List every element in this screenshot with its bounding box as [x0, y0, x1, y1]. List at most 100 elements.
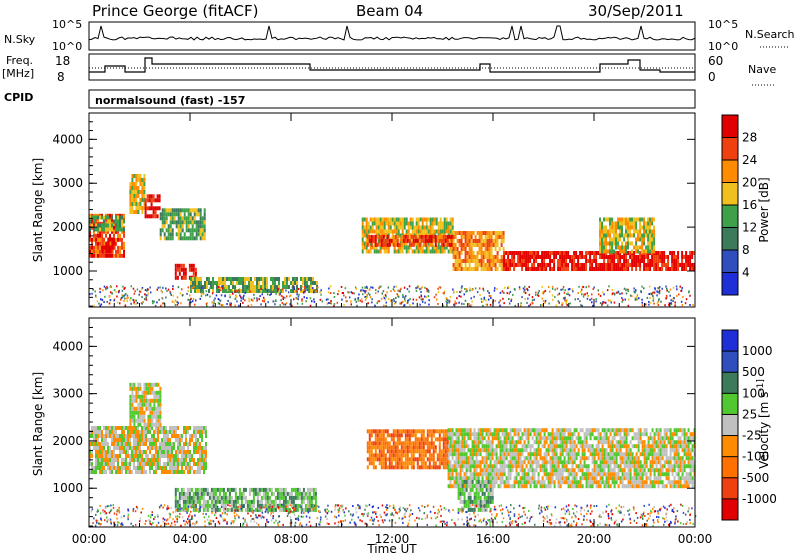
nsearch-lo-label: 10^0 [708, 40, 738, 53]
cpid-frame [88, 89, 696, 109]
data-region [361, 217, 454, 254]
x-tick-label: 08:00 [274, 532, 309, 546]
colorbar-segment [722, 351, 738, 373]
data-region [599, 217, 656, 254]
colorbar-segment [722, 115, 738, 138]
cpid-value: normalsound (fast) -157 [95, 94, 245, 107]
y-tick-label: 4000 [52, 339, 83, 353]
power-colorbar-label: Power [dB] [757, 177, 771, 242]
colorbar-segment [722, 182, 738, 205]
data-region [89, 215, 125, 232]
nsky-line [88, 25, 696, 44]
nsearch-label: N.Search [745, 28, 795, 41]
colorbar-tick-label: 24 [742, 153, 757, 167]
colorbar-tick-label: 20 [742, 176, 757, 190]
colorbar-segment [722, 414, 738, 436]
colorbar-frame [721, 329, 739, 521]
x-tick-label: 00:00 [72, 532, 107, 546]
data-region [129, 382, 162, 427]
y-tick-label: 1000 [52, 481, 83, 495]
colorbar-tick-label: 16 [742, 198, 757, 212]
x-tick-label: 12:00 [375, 532, 410, 546]
freq-strip-frame [88, 53, 696, 81]
nsearch-hi-label: 10^5 [708, 18, 738, 31]
data-region [129, 174, 146, 214]
colorbar-tick-label: -25 [742, 429, 762, 443]
nsky-lo-label: 10^0 [52, 40, 82, 53]
x-tick-label: 20:00 [577, 532, 612, 546]
nave-hi-label: 60 [708, 54, 723, 68]
beam-label: Beam 04 [356, 2, 423, 20]
colorbar-tick-label: 8 [742, 243, 750, 257]
velocity-data-layer [89, 382, 697, 527]
nave-lo-label: 0 [708, 70, 716, 84]
data-region [159, 208, 206, 241]
x-tick-label: 16:00 [476, 532, 511, 546]
colorbar-segment [722, 205, 738, 228]
velocity-colorbar-label: Velocity [m s-1] [756, 379, 771, 469]
colorbar-tick-label: 1000 [742, 344, 773, 358]
colorbar-segment [722, 372, 738, 394]
colorbar-segment [722, 227, 738, 250]
ground-scatter [89, 285, 694, 307]
y-tick-label: 2000 [52, 220, 83, 234]
colorbar-segment [722, 330, 738, 352]
data-region [366, 234, 453, 247]
freq-line [89, 57, 695, 73]
freq-trace [89, 57, 695, 73]
x-tick-label: 00:00 [678, 532, 713, 546]
nsky-label: N.Sky [4, 33, 36, 46]
colorbar-tick-label: -1000 [742, 492, 777, 506]
nave-label: Nave [748, 63, 776, 76]
colorbar-segment [722, 477, 738, 499]
colorbar-tick-label: 28 [742, 131, 757, 145]
data-region [457, 479, 494, 512]
power-colorbar: 4 8 12 16 20 24 28 [721, 114, 757, 296]
data-region [452, 231, 505, 271]
y-tick-label: 2000 [52, 434, 83, 448]
colorbar-tick-label: 100 [742, 386, 765, 400]
colorbar-segment [722, 435, 738, 457]
velocity-y-axis-label: Slant Range [km] [31, 372, 45, 476]
colorbar-segment [722, 498, 738, 520]
colorbar-tick-label: 4 [742, 266, 750, 280]
data-region [101, 237, 116, 254]
x-axis-label: Time UT [366, 542, 417, 554]
y-tick-label: 1000 [52, 264, 83, 278]
freq-lo-label: 8 [57, 70, 65, 84]
colorbar-tick-label: -100 [742, 450, 769, 464]
velocity-axes: 1000 2000 3000 4000 00:00 04:00 08:00 12:00 16:0… [52, 317, 713, 546]
power-panel: 1000 2000 3000 4000 Slant Range [km] 4 8 12 16… [31, 112, 771, 308]
colorbar-tick-label: 12 [742, 221, 757, 235]
freq-unit-label: [MHz] [2, 67, 34, 80]
ground-scatter [90, 503, 697, 527]
nsky-strip-frame [88, 21, 696, 51]
data-region [89, 426, 207, 474]
colorbar-tick-label: -500 [742, 471, 769, 485]
data-region [144, 194, 161, 219]
power-y-axis-label: Slant Range [km] [31, 158, 45, 262]
data-region [447, 428, 696, 489]
nsky-hi-label: 10^5 [52, 18, 82, 31]
colorbar-tick-label: 500 [742, 365, 765, 379]
power-axes: 1000 2000 3000 4000 [52, 112, 696, 308]
x-tick-label: 04:00 [173, 532, 208, 546]
freq-label: Freq. [6, 54, 33, 67]
cpid-label: CPID [4, 91, 33, 104]
y-tick-label: 4000 [52, 132, 83, 146]
y-tick-label: 3000 [52, 176, 83, 190]
station-title: Prince George (fitACF) [92, 2, 258, 20]
colorbar-segment [722, 393, 738, 415]
power-data-layer [89, 174, 696, 307]
colorbar-segment [722, 250, 738, 273]
nsky-trace [88, 25, 696, 44]
velocity-colorbar: 1000 500 100 25 -25 -100 -500 -1000 [721, 329, 777, 521]
colorbar-segment [722, 160, 738, 183]
data-region [366, 429, 449, 470]
colorbar-segment [722, 137, 738, 160]
data-region [174, 487, 317, 512]
colorbar-segment [722, 272, 738, 295]
data-region [503, 251, 696, 271]
colorbar-tick-label: 25 [742, 407, 757, 421]
